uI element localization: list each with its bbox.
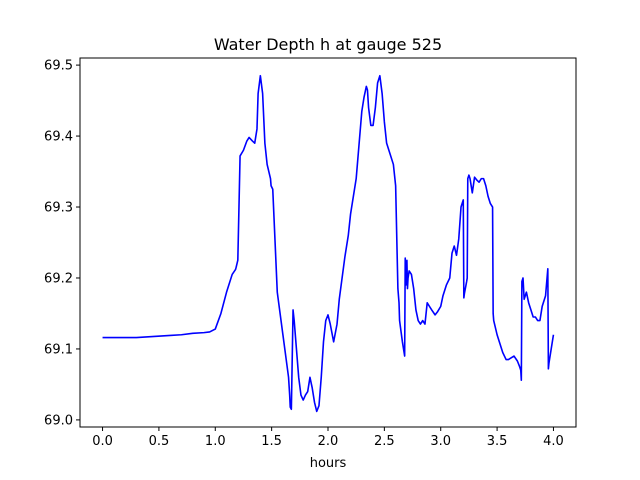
y-tick-label: 69.3 bbox=[44, 201, 73, 216]
chart-title: Water Depth h at gauge 525 bbox=[214, 35, 442, 54]
x-tick-label: 2.0 bbox=[318, 434, 339, 449]
x-tick-label: 1.5 bbox=[261, 434, 282, 449]
x-tick-label: 2.5 bbox=[374, 434, 395, 449]
x-tick-label: 3.0 bbox=[430, 434, 451, 449]
y-axis: 69.0 69.1 69.2 69.3 69.4 69.5 bbox=[44, 59, 80, 428]
y-tick-label: 69.2 bbox=[44, 271, 73, 286]
x-axis: 0.0 0.5 1.0 1.5 2.0 2.5 3.0 3.5 4.0 bbox=[92, 427, 564, 449]
plot-area bbox=[102, 74, 555, 413]
x-tick-label: 0.5 bbox=[149, 434, 170, 449]
x-tick-label: 1.0 bbox=[205, 434, 226, 449]
series-line bbox=[102, 74, 555, 413]
x-tick-label: 3.5 bbox=[487, 434, 508, 449]
x-axis-label: hours bbox=[310, 456, 347, 471]
y-tick-label: 69.4 bbox=[44, 130, 73, 145]
x-tick-label: 0.0 bbox=[92, 434, 113, 449]
x-tick-label: 4.0 bbox=[543, 434, 564, 449]
y-tick-label: 69.1 bbox=[44, 342, 73, 357]
y-tick-label: 69.0 bbox=[44, 413, 73, 428]
y-tick-label: 69.5 bbox=[44, 59, 73, 74]
